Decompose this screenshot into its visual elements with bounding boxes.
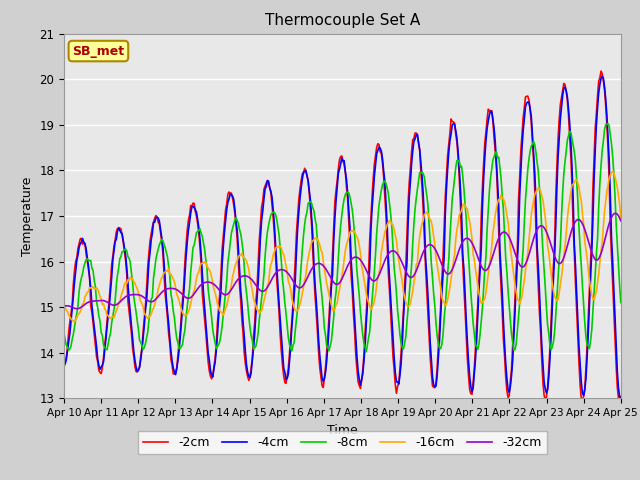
- -32cm: [60, 303, 68, 309]
- -2cm: [372, 153, 380, 158]
- -16cm: [609, 168, 616, 174]
- -4cm: [60, 362, 68, 368]
- -2cm: [616, 404, 623, 409]
- -32cm: [617, 218, 625, 224]
- Text: SB_met: SB_met: [72, 45, 124, 58]
- -2cm: [597, 68, 605, 74]
- Y-axis label: Temperature: Temperature: [20, 176, 34, 256]
- -2cm: [469, 379, 477, 385]
- -2cm: [566, 134, 573, 140]
- -16cm: [567, 189, 575, 195]
- -32cm: [296, 285, 304, 291]
- -32cm: [399, 263, 407, 269]
- Line: -16cm: -16cm: [64, 171, 621, 322]
- Line: -2cm: -2cm: [64, 71, 621, 407]
- -8cm: [617, 300, 625, 305]
- -2cm: [295, 197, 303, 203]
- -2cm: [617, 394, 625, 399]
- -4cm: [469, 385, 477, 391]
- -8cm: [362, 349, 370, 355]
- Line: -32cm: -32cm: [64, 213, 621, 309]
- -8cm: [60, 331, 68, 336]
- X-axis label: Time: Time: [327, 424, 358, 437]
- -16cm: [373, 282, 381, 288]
- -32cm: [470, 245, 478, 251]
- -32cm: [567, 230, 575, 236]
- -16cm: [70, 319, 78, 325]
- -4cm: [399, 341, 406, 347]
- -16cm: [470, 257, 478, 263]
- -16cm: [399, 288, 407, 294]
- -16cm: [296, 301, 304, 307]
- -32cm: [234, 276, 242, 282]
- -4cm: [598, 73, 606, 79]
- -16cm: [234, 254, 242, 260]
- -2cm: [399, 328, 406, 334]
- -2cm: [234, 237, 241, 242]
- Title: Thermocouple Set A: Thermocouple Set A: [265, 13, 420, 28]
- -8cm: [567, 130, 575, 135]
- -32cm: [373, 276, 381, 282]
- -4cm: [372, 162, 380, 168]
- -8cm: [399, 346, 407, 352]
- -8cm: [234, 218, 241, 224]
- -4cm: [295, 209, 303, 215]
- -8cm: [470, 331, 478, 337]
- -32cm: [73, 306, 81, 312]
- -4cm: [566, 120, 573, 126]
- -16cm: [617, 216, 625, 222]
- -8cm: [295, 290, 303, 296]
- Line: -4cm: -4cm: [64, 76, 621, 399]
- -2cm: [60, 365, 68, 371]
- -16cm: [60, 301, 68, 307]
- -4cm: [617, 396, 625, 402]
- -8cm: [604, 121, 612, 127]
- Line: -8cm: -8cm: [64, 124, 621, 352]
- Legend: -2cm, -4cm, -8cm, -16cm, -32cm: -2cm, -4cm, -8cm, -16cm, -32cm: [138, 431, 547, 454]
- -4cm: [234, 228, 241, 234]
- -32cm: [611, 210, 619, 216]
- -8cm: [373, 230, 381, 236]
